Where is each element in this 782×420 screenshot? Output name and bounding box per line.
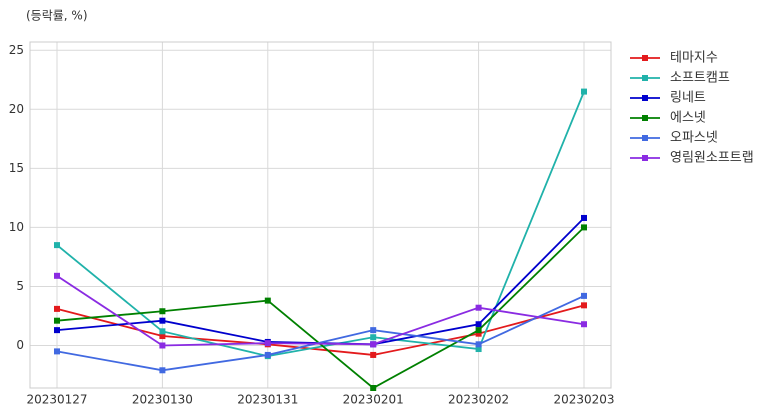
y-tick-label: 15 xyxy=(9,161,24,175)
point xyxy=(264,297,271,304)
point xyxy=(581,214,587,221)
series-line xyxy=(56,304,585,356)
x-tick-label: 20230130 xyxy=(132,393,193,407)
series-line xyxy=(56,217,585,346)
y-tick-label: 5 xyxy=(16,279,24,293)
point xyxy=(54,305,60,312)
chart-title: (등락률, %) xyxy=(26,9,88,23)
point xyxy=(159,333,166,340)
point xyxy=(370,351,377,358)
x-tick-label: 20230127 xyxy=(26,393,87,407)
plot-frame xyxy=(29,41,612,389)
y-tick-label: 0 xyxy=(16,338,24,352)
point xyxy=(159,317,166,324)
point xyxy=(581,302,587,309)
point xyxy=(370,334,377,341)
point xyxy=(159,342,166,349)
point xyxy=(475,341,482,348)
y-tick-label: 10 xyxy=(9,220,24,234)
point xyxy=(264,340,271,347)
legend-label: 링네트 xyxy=(670,91,706,106)
point xyxy=(581,292,587,299)
series-line xyxy=(56,275,585,347)
point xyxy=(370,341,377,348)
point xyxy=(264,351,271,358)
point xyxy=(54,317,60,324)
legend-label: 테마지수 xyxy=(670,51,718,66)
point xyxy=(159,308,166,315)
legend-label: 영림원소프트랩 xyxy=(670,151,754,166)
legend-label: 오파스넷 xyxy=(670,131,718,146)
legend-marker xyxy=(642,135,648,141)
point xyxy=(159,328,166,335)
series-line xyxy=(56,226,585,390)
point xyxy=(581,321,587,328)
legend-marker xyxy=(642,55,648,61)
x-tick-label: 20230201 xyxy=(343,393,404,407)
point xyxy=(370,385,377,391)
point xyxy=(54,242,60,249)
point xyxy=(475,330,482,337)
series-line xyxy=(56,295,585,372)
y-tick-label: 25 xyxy=(9,43,24,57)
legend-marker xyxy=(642,155,648,161)
x-tick-label: 20230203 xyxy=(553,393,614,407)
legend-marker xyxy=(642,95,648,101)
point xyxy=(370,327,377,334)
point xyxy=(475,304,482,311)
point xyxy=(54,272,60,279)
point xyxy=(581,88,587,95)
x-tick-label: 20230131 xyxy=(237,393,298,407)
y-tick-label: 20 xyxy=(9,102,24,116)
legend-label: 소프트캠프 xyxy=(670,71,730,86)
point xyxy=(581,224,587,231)
series-line xyxy=(56,91,585,358)
legend-marker xyxy=(642,115,648,121)
x-tick-label: 20230202 xyxy=(448,393,509,407)
point xyxy=(475,321,482,328)
point xyxy=(475,346,482,353)
point xyxy=(159,367,166,374)
legend-label: 에스넷 xyxy=(670,111,706,126)
point xyxy=(475,327,482,334)
legend-marker xyxy=(642,75,648,81)
point xyxy=(54,327,60,334)
point xyxy=(54,348,60,355)
